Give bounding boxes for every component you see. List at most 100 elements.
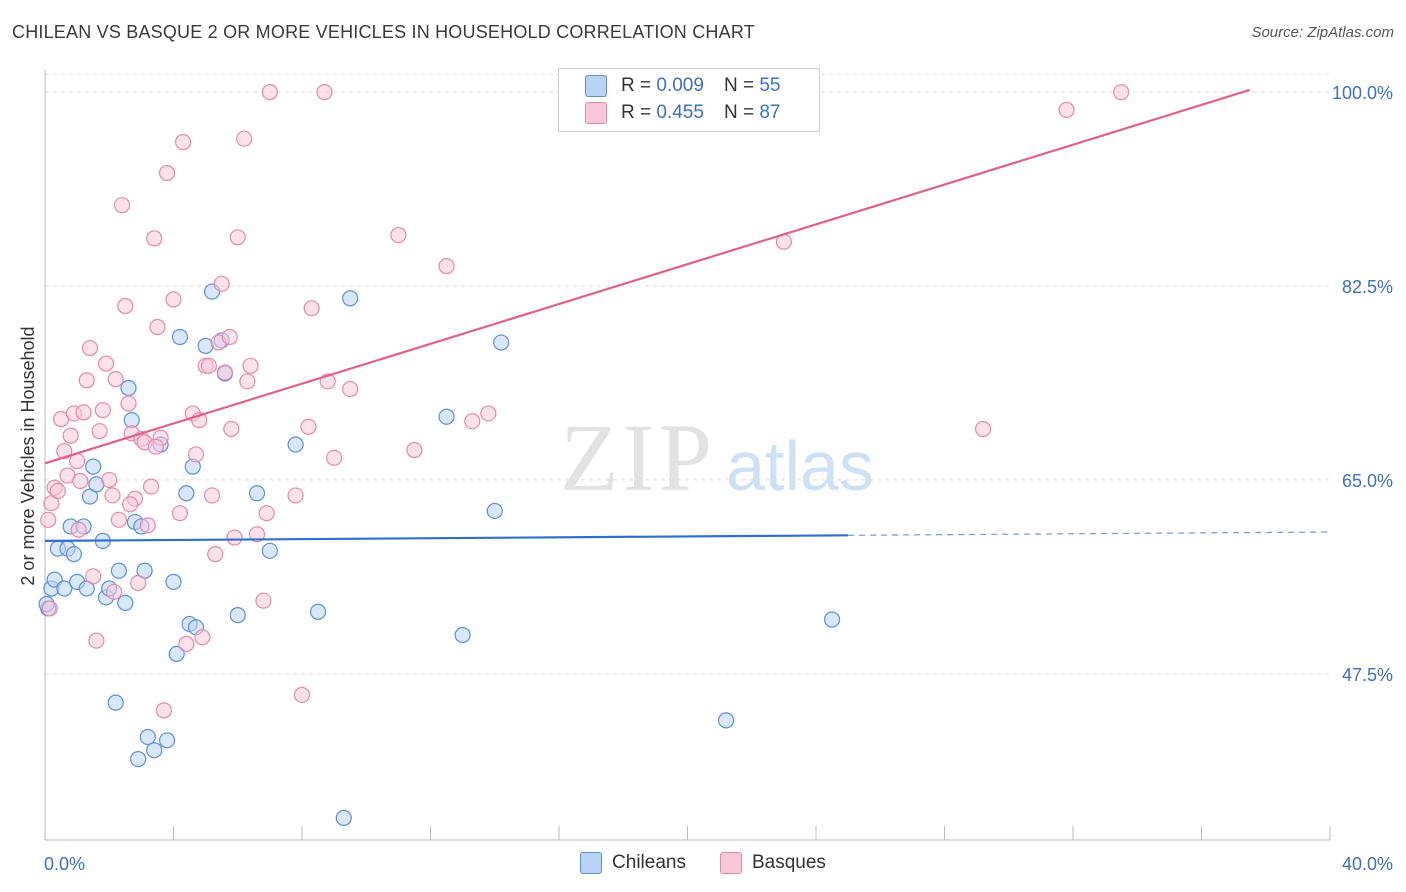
basque-point	[122, 496, 139, 513]
basque-point	[200, 357, 217, 374]
chilean-point	[130, 751, 147, 768]
basque-point	[101, 471, 118, 489]
basque-point	[187, 446, 205, 463]
basque-point	[171, 505, 189, 522]
basque-point	[223, 420, 240, 438]
basque-point	[229, 229, 246, 246]
basque-point	[88, 632, 105, 649]
chilean-point	[287, 436, 304, 453]
chilean-point	[178, 485, 195, 502]
basque-point	[91, 423, 108, 440]
basque-point	[62, 427, 79, 444]
stats-row-chileans: R = 0.009 N = 55	[585, 75, 780, 97]
chilean-point	[248, 485, 266, 502]
chilean-point	[486, 502, 503, 520]
basque-point	[120, 395, 137, 412]
basque-point	[113, 197, 131, 214]
basque-point	[75, 404, 92, 421]
basque-point	[239, 373, 256, 390]
chilean-point	[493, 334, 510, 351]
basque-point	[255, 592, 272, 609]
basque-point	[258, 505, 275, 522]
legend-label: Basques	[751, 852, 826, 873]
legend-item-basques[interactable]: Basques	[719, 852, 826, 874]
gridlines	[45, 73, 1330, 675]
basque-point	[149, 318, 166, 336]
basque-point	[464, 413, 481, 430]
y-tick-label: 47.5%	[1342, 665, 1393, 685]
chileans-trend-line	[44, 534, 849, 542]
chilean-point	[168, 645, 185, 662]
basque-point	[175, 133, 192, 151]
basque-point	[142, 478, 160, 495]
watermark-zip: ZIP	[560, 404, 716, 511]
chileans-legend-swatch	[580, 852, 603, 874]
basque-point	[139, 517, 156, 534]
basque-point	[316, 84, 333, 101]
basque-point	[390, 226, 407, 244]
basques-trend-line	[44, 88, 1251, 465]
chilean-point	[438, 408, 455, 425]
chilean-point	[823, 611, 841, 628]
n-value: 87	[759, 102, 781, 123]
basque-point	[158, 164, 176, 182]
basque-point	[1058, 101, 1075, 118]
basque-point	[49, 482, 66, 500]
basque-point	[480, 405, 497, 422]
chilean-point	[107, 694, 124, 711]
chileans-trend-extension	[848, 531, 1331, 536]
chilean-point	[342, 290, 359, 307]
basque-point	[342, 380, 359, 398]
basque-point	[40, 511, 57, 528]
chilean-point	[110, 562, 127, 579]
basque-point	[326, 449, 343, 466]
chilean-point	[146, 742, 163, 759]
chilean-point	[158, 732, 176, 749]
basque-point	[97, 355, 115, 372]
basque-point	[261, 84, 278, 101]
chilean-point	[139, 728, 156, 746]
basque-point	[147, 438, 164, 455]
chileans-swatch	[585, 75, 607, 97]
basque-point	[178, 635, 195, 652]
chilean-point	[120, 379, 137, 397]
basque-point	[236, 130, 253, 147]
watermark-atlas: atlas	[726, 427, 874, 505]
basque-point	[248, 526, 266, 543]
basque-point	[293, 686, 311, 703]
chilean-point	[335, 809, 352, 826]
y-tick-label: 65.0%	[1342, 471, 1393, 491]
basque-point	[221, 328, 238, 346]
chilean-point	[717, 712, 735, 729]
x-tick-label: 40.0%	[1342, 854, 1393, 874]
basque-point	[41, 600, 58, 617]
y-axis-label: 2 or more Vehicles in Household	[18, 326, 38, 585]
basque-point	[56, 443, 73, 460]
basque-point	[117, 297, 134, 315]
trend-lines	[44, 88, 1331, 542]
chilean-point	[454, 626, 471, 644]
n-label: N =	[723, 75, 755, 96]
basque-point	[85, 568, 102, 585]
basque-point	[104, 487, 121, 504]
y-tick-label: 100.0%	[1332, 83, 1393, 103]
chilean-point	[229, 606, 246, 624]
basque-point	[300, 418, 317, 435]
basque-point	[146, 230, 163, 247]
chilean-point	[117, 594, 134, 612]
source-label: Source: ZipAtlas.com	[1251, 24, 1394, 41]
basque-point	[72, 472, 89, 490]
basque-point	[94, 402, 111, 419]
chilean-point	[171, 328, 189, 346]
basque-point	[207, 546, 224, 563]
r-label: R =	[621, 102, 652, 123]
basque-point	[1113, 84, 1130, 101]
tick-labels: 100.0% 82.5% 65.0% 47.5% 0.0% 40.0%	[44, 83, 1393, 874]
legend-item-chileans[interactable]: Chileans	[580, 852, 686, 874]
n-label: N =	[723, 102, 755, 123]
legend-label: Chileans	[612, 852, 686, 873]
basque-point	[216, 364, 233, 381]
chilean-point	[261, 542, 278, 559]
series-legend: Chileans Basques	[0, 852, 1406, 874]
